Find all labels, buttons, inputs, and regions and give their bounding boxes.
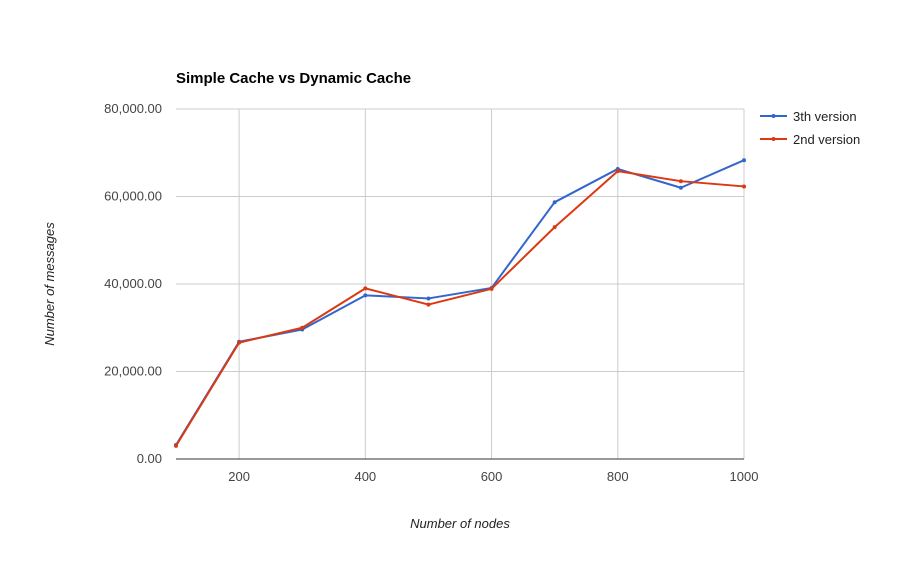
y-axis-title: Number of messages <box>42 222 57 346</box>
series-lines <box>174 158 746 448</box>
data-point <box>426 302 431 307</box>
data-point <box>552 200 557 205</box>
x-tick-label: 800 <box>607 469 629 484</box>
legend-label: 3th version <box>793 109 857 124</box>
data-point <box>552 225 557 230</box>
data-point <box>300 325 305 330</box>
legend: 3th version 2nd version <box>760 109 860 147</box>
data-point <box>615 169 620 174</box>
data-point <box>174 443 178 448</box>
gridlines <box>176 108 745 459</box>
y-tick-label: 20,000.00 <box>104 364 162 379</box>
y-tick-label: 0.00 <box>137 451 162 466</box>
legend-marker <box>771 137 776 141</box>
data-point <box>363 286 368 291</box>
y-tick-label: 60,000.00 <box>104 189 162 204</box>
data-point <box>489 286 494 291</box>
data-point <box>363 293 368 298</box>
series-line <box>175 159 745 446</box>
data-point <box>426 296 431 301</box>
data-point <box>237 340 242 345</box>
chart-title: Simple Cache vs Dynamic Cache <box>176 70 411 87</box>
data-point <box>678 185 683 190</box>
x-tick-label: 200 <box>228 469 250 484</box>
y-tick-label: 40,000.00 <box>104 276 162 291</box>
x-tick-label: 400 <box>354 469 376 484</box>
data-point <box>678 179 683 184</box>
tick-labels: 0.00 20,000.00 40,000.00 60,000.00 80,000.00… <box>104 101 758 484</box>
x-tick-label: 1000 <box>730 469 759 484</box>
legend-marker <box>771 114 776 118</box>
series-line <box>175 170 745 447</box>
y-tick-label: 80,000.00 <box>104 101 162 116</box>
legend-label: 2nd version <box>793 132 860 147</box>
data-point <box>742 184 746 189</box>
x-tick-label: 600 <box>481 469 503 484</box>
data-point <box>742 158 746 163</box>
x-axis-title: Number of nodes <box>410 516 510 531</box>
